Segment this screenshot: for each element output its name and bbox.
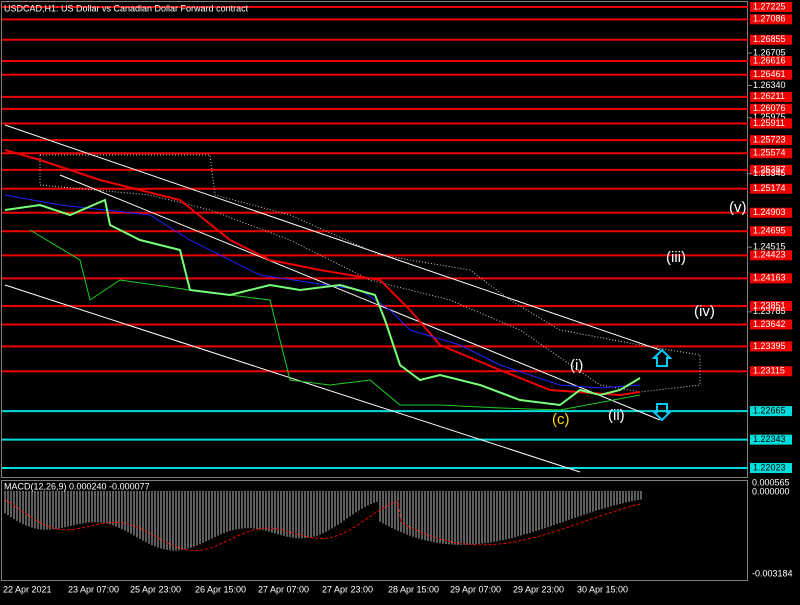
price-label: 1.26340 — [753, 80, 786, 90]
price-label: 1.25723 — [753, 134, 786, 144]
price-label: 1.26076 — [753, 103, 786, 113]
price-label: 1.22665 — [753, 405, 786, 415]
macd-signal — [4, 499, 642, 552]
price-label: 1.26211 — [753, 91, 785, 101]
price-label: 1.26705 — [753, 47, 786, 57]
price-label: 1.24163 — [753, 273, 786, 283]
price-level-tag — [750, 135, 792, 146]
macd-scale: 0.000565 — [752, 477, 790, 487]
price-label: 1.24903 — [753, 207, 786, 217]
time-label: 29 Apr 07:00 — [450, 584, 501, 594]
price-label: 1.24423 — [753, 250, 786, 260]
wave-label: (v) — [729, 199, 747, 216]
price-level-tag — [750, 183, 792, 194]
price-label: 1.23642 — [753, 319, 786, 329]
channel — [4, 124, 661, 473]
wave-label: (ii) — [608, 407, 625, 424]
price-level-tag — [750, 226, 792, 237]
price-label: 1.22343 — [753, 434, 786, 444]
price-label: 1.26616 — [753, 55, 786, 65]
macd-frame — [1, 480, 748, 581]
price-label: 1.25387 — [753, 164, 786, 174]
price-label: 1.26461 — [753, 69, 786, 79]
time-label: 29 Apr 23:00 — [513, 584, 564, 594]
price-level-tag — [750, 2, 792, 12]
price — [4, 198, 641, 407]
time-label: 30 Apr 15:00 — [577, 584, 628, 594]
wave-label: (c) — [552, 411, 570, 428]
price-label: 1.25911 — [753, 118, 785, 128]
time-label: 25 Apr 23:00 — [130, 584, 181, 594]
channel-line — [4, 284, 581, 473]
price-level-tag — [750, 34, 792, 45]
price-level-tag — [750, 55, 792, 66]
price-level-tag — [750, 14, 792, 25]
wave-label: (i) — [570, 357, 583, 374]
price-level-tag — [750, 406, 792, 417]
time-label: 22 Apr 2021 — [3, 584, 52, 594]
price-level-tag — [750, 463, 792, 473]
price-label: 1.26855 — [753, 34, 786, 44]
chart-title: USDCAD,H1: US Dollar vs Canadian Dollar … — [4, 3, 249, 13]
price-label: 1.25345 — [753, 168, 786, 178]
price-label: 1.23115 — [753, 366, 785, 376]
price-level-tag — [750, 341, 792, 352]
time-label: 27 Apr 07:00 — [258, 584, 309, 594]
price-level-tag — [750, 207, 792, 218]
price-label: 1.24695 — [753, 226, 786, 236]
price-level-tag — [750, 148, 792, 159]
price-label: 1.25574 — [753, 148, 786, 158]
price-level-tag — [750, 434, 792, 445]
price-level-tag — [750, 91, 792, 102]
price-label: 1.22023 — [753, 462, 786, 472]
moving-average — [4, 149, 641, 397]
price-level-tag — [750, 301, 792, 312]
price-label: 1.23395 — [753, 341, 786, 351]
lagging-line — [29, 229, 641, 411]
main-frame — [1, 1, 748, 478]
price-label: 1.25174 — [753, 183, 786, 193]
time-label: 27 Apr 23:00 — [322, 584, 373, 594]
time-label: 23 Apr 07:00 — [68, 584, 119, 594]
moving-average — [4, 194, 641, 389]
price-level-tag — [750, 103, 792, 114]
price-label: 1.27225 — [753, 1, 786, 11]
price-level-tag — [750, 366, 792, 377]
up-arrow — [651, 348, 673, 367]
price-label: 1.23851 — [753, 300, 786, 310]
price-level-tag — [750, 69, 792, 80]
price-level-tag — [750, 250, 792, 261]
price-label: 1.27086 — [753, 14, 786, 24]
macd-scale: -0.003184 — [752, 568, 793, 578]
channel-line — [59, 174, 661, 421]
price-label: 1.23785 — [753, 306, 786, 316]
price-label: 1.24515 — [753, 242, 786, 252]
macd-scale: 0.000000 — [752, 486, 790, 496]
wave-label: (iv) — [694, 303, 715, 320]
macd-histogram — [4, 491, 642, 552]
price-level-tag — [750, 319, 792, 330]
channel-line — [4, 124, 661, 351]
price-label: 1.25975 — [753, 112, 786, 122]
price-level-tag — [750, 118, 792, 129]
macd-label: MACD(12,26,9) 0.000240 -0.000077 — [4, 481, 150, 491]
time-label: 28 Apr 15:00 — [388, 584, 439, 594]
price-level-tag — [750, 273, 792, 284]
time-label: 26 Apr 15:00 — [195, 584, 246, 594]
wave-label: (iii) — [666, 249, 686, 266]
down-arrow — [651, 403, 673, 422]
price-level-tag — [750, 164, 792, 175]
